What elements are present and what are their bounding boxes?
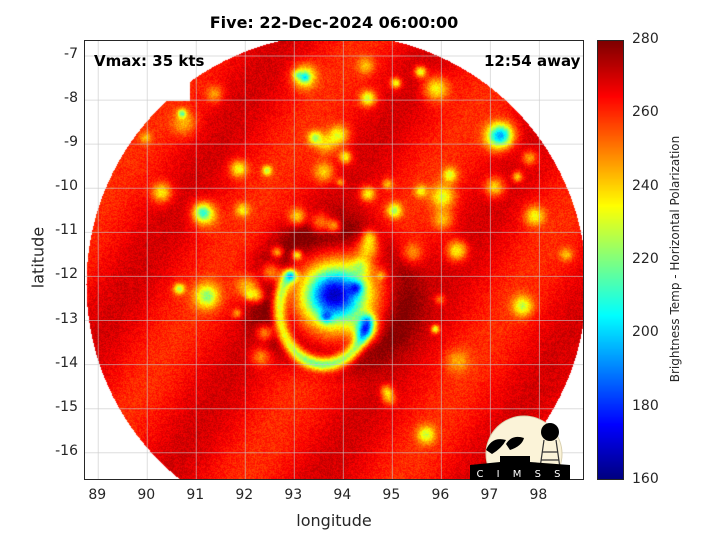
chart-title: Five: 22-Dec-2024 06:00:00: [209, 13, 459, 32]
vmax-annotation: Vmax: 35 kts: [94, 52, 205, 70]
time-away-annotation: 12:54 away: [484, 52, 581, 70]
colorbar: [597, 40, 624, 480]
x-tick-label: 98: [529, 487, 548, 503]
x-tick-label: 91: [186, 487, 205, 503]
colorbar-tick-label: 280: [632, 31, 659, 47]
cimss-logo: C I M S S: [470, 415, 570, 480]
x-tick-label: 92: [235, 487, 254, 503]
colorbar-tick-label: 180: [632, 397, 659, 414]
x-tick-label: 96: [431, 487, 450, 503]
logo-text: C I M S S: [477, 469, 566, 480]
y-tick-label: -15: [55, 398, 78, 415]
x-tick-label: 95: [382, 487, 401, 503]
brightness-temp-heatmap: [85, 41, 583, 479]
y-tick-label: -12: [55, 266, 78, 283]
x-tick-label: 89: [88, 487, 107, 503]
x-tick-label: 90: [137, 487, 156, 503]
grid-lines: [85, 41, 583, 479]
y-tick-label: -11: [55, 222, 78, 239]
y-tick-label: -10: [55, 178, 78, 195]
y-tick-label: -8: [64, 90, 78, 107]
x-tick-label: 93: [284, 487, 303, 503]
y-tick-label: -16: [55, 442, 78, 459]
x-axis-label: longitude: [296, 511, 372, 530]
colorbar-tick-label: 220: [632, 251, 659, 267]
x-tick-label: 97: [480, 487, 499, 503]
colorbar-tick-label: 160: [632, 471, 659, 487]
colorbar-tick-label: 240: [632, 177, 659, 194]
y-tick-label: -13: [55, 310, 78, 327]
colorbar-tick-label: 260: [632, 104, 659, 121]
colorbar-tick-label: 200: [632, 324, 659, 341]
y-tick-label: -7: [64, 45, 78, 62]
colorbar-label: Brightness Temp - Horizontal Polarizatio…: [668, 135, 682, 383]
x-tick-label: 94: [333, 487, 352, 503]
y-tick-label: -14: [55, 354, 78, 371]
y-tick-label: -9: [64, 134, 78, 151]
plot-area: [84, 40, 584, 480]
